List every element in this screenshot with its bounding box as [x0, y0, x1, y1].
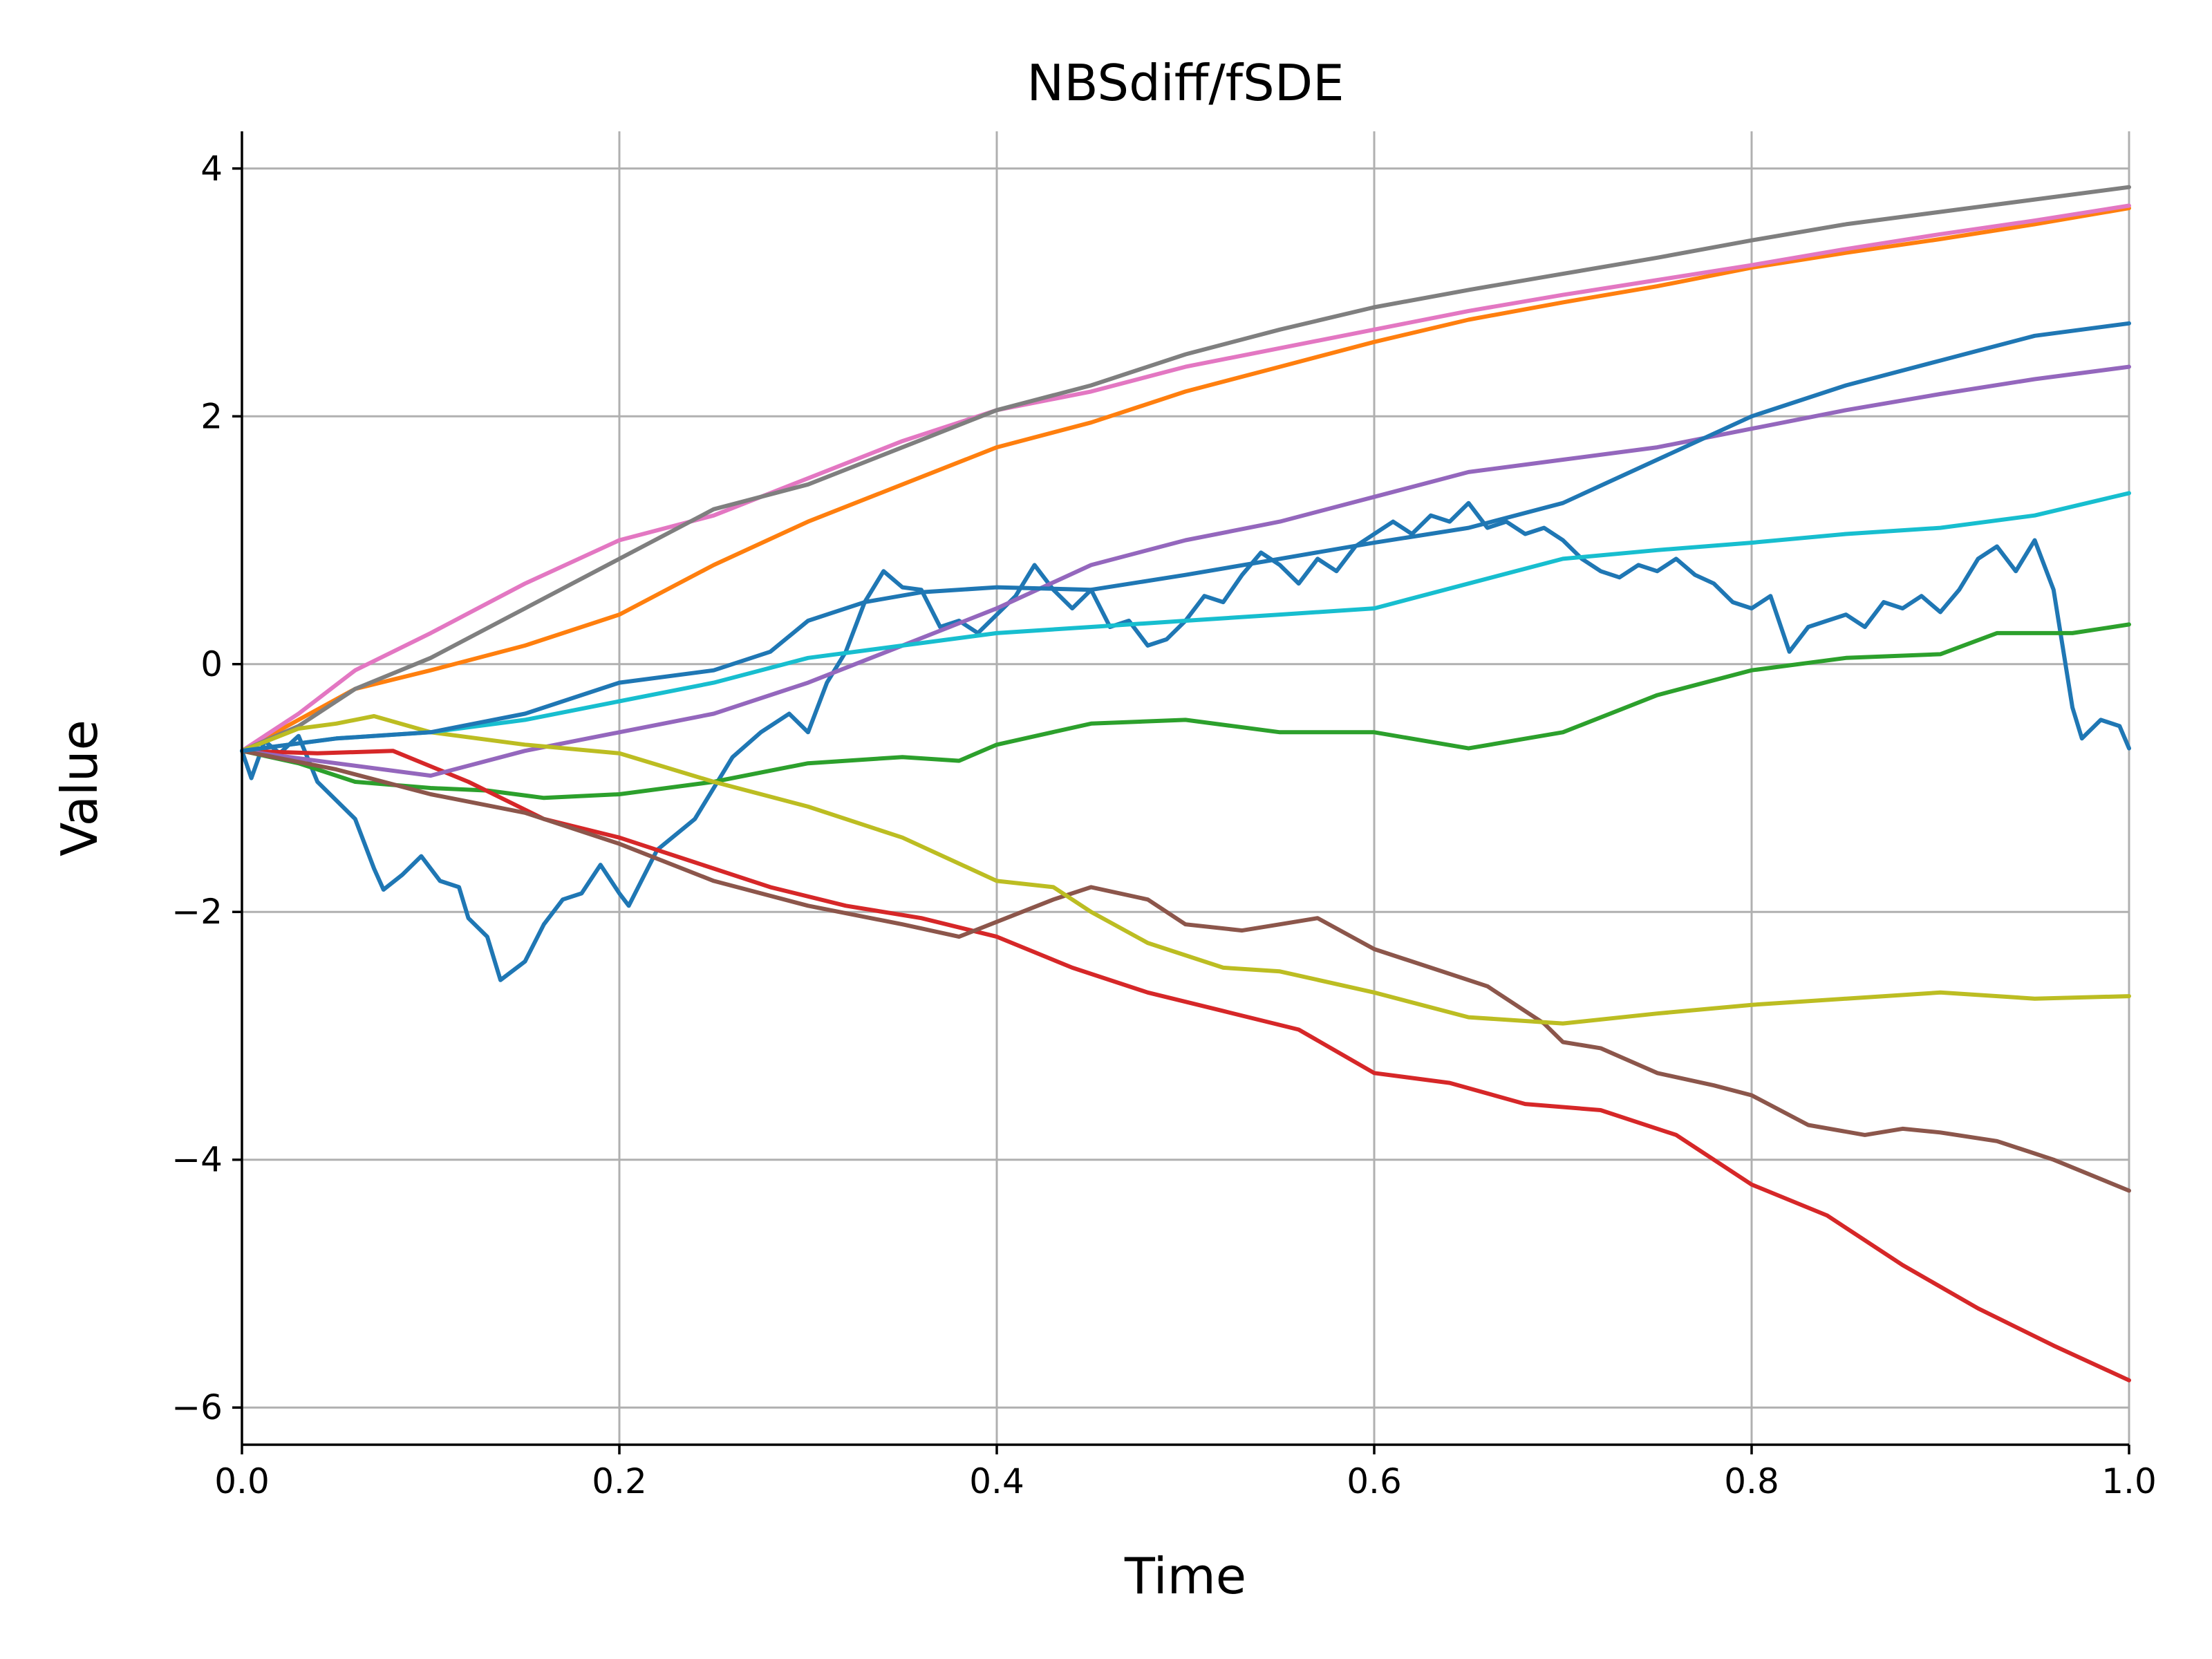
series-line-4 — [240, 749, 2131, 1382]
axes — [241, 131, 2129, 1446]
series-line-2 — [240, 206, 2131, 753]
series-line-11 — [240, 321, 2131, 753]
y-tick-label: 0 — [200, 644, 223, 684]
x-tick-label: 0.8 — [1724, 1461, 1779, 1501]
x-tick-label: 0.4 — [969, 1461, 1024, 1501]
x-tick-label: 0.6 — [1347, 1461, 1402, 1501]
y-axis-label: Value — [50, 720, 109, 856]
x-tick-label: 0.0 — [214, 1461, 270, 1501]
chart-title: NBSdiff/fSDE — [1027, 54, 1344, 112]
x-tick-label: 1.0 — [2101, 1461, 2157, 1501]
y-tick-label: −2 — [171, 892, 223, 932]
series-line-7 — [240, 203, 2131, 753]
series-lines — [240, 185, 2131, 1382]
series-line-8 — [240, 185, 2131, 753]
y-tick-label: −6 — [171, 1387, 223, 1427]
x-axis-label: Time — [1124, 1547, 1246, 1605]
series-line-1 — [240, 500, 2131, 982]
ticks: 0.0 0.2 0.4 0.6 0.8 1.0 4 2 0 −2 −4 −6 — [171, 149, 2156, 1501]
x-tick-label: 0.2 — [592, 1461, 647, 1501]
y-tick-label: 4 — [200, 149, 223, 189]
series-line-9 — [240, 714, 2131, 1026]
series-line-10 — [240, 491, 2131, 753]
series-line-5 — [240, 364, 2131, 778]
series-line-6 — [240, 749, 2131, 1193]
y-tick-label: −4 — [171, 1140, 223, 1180]
grid-lines — [241, 131, 2130, 1445]
y-tick-label: 2 — [200, 396, 223, 436]
series-line-3 — [240, 622, 2131, 800]
